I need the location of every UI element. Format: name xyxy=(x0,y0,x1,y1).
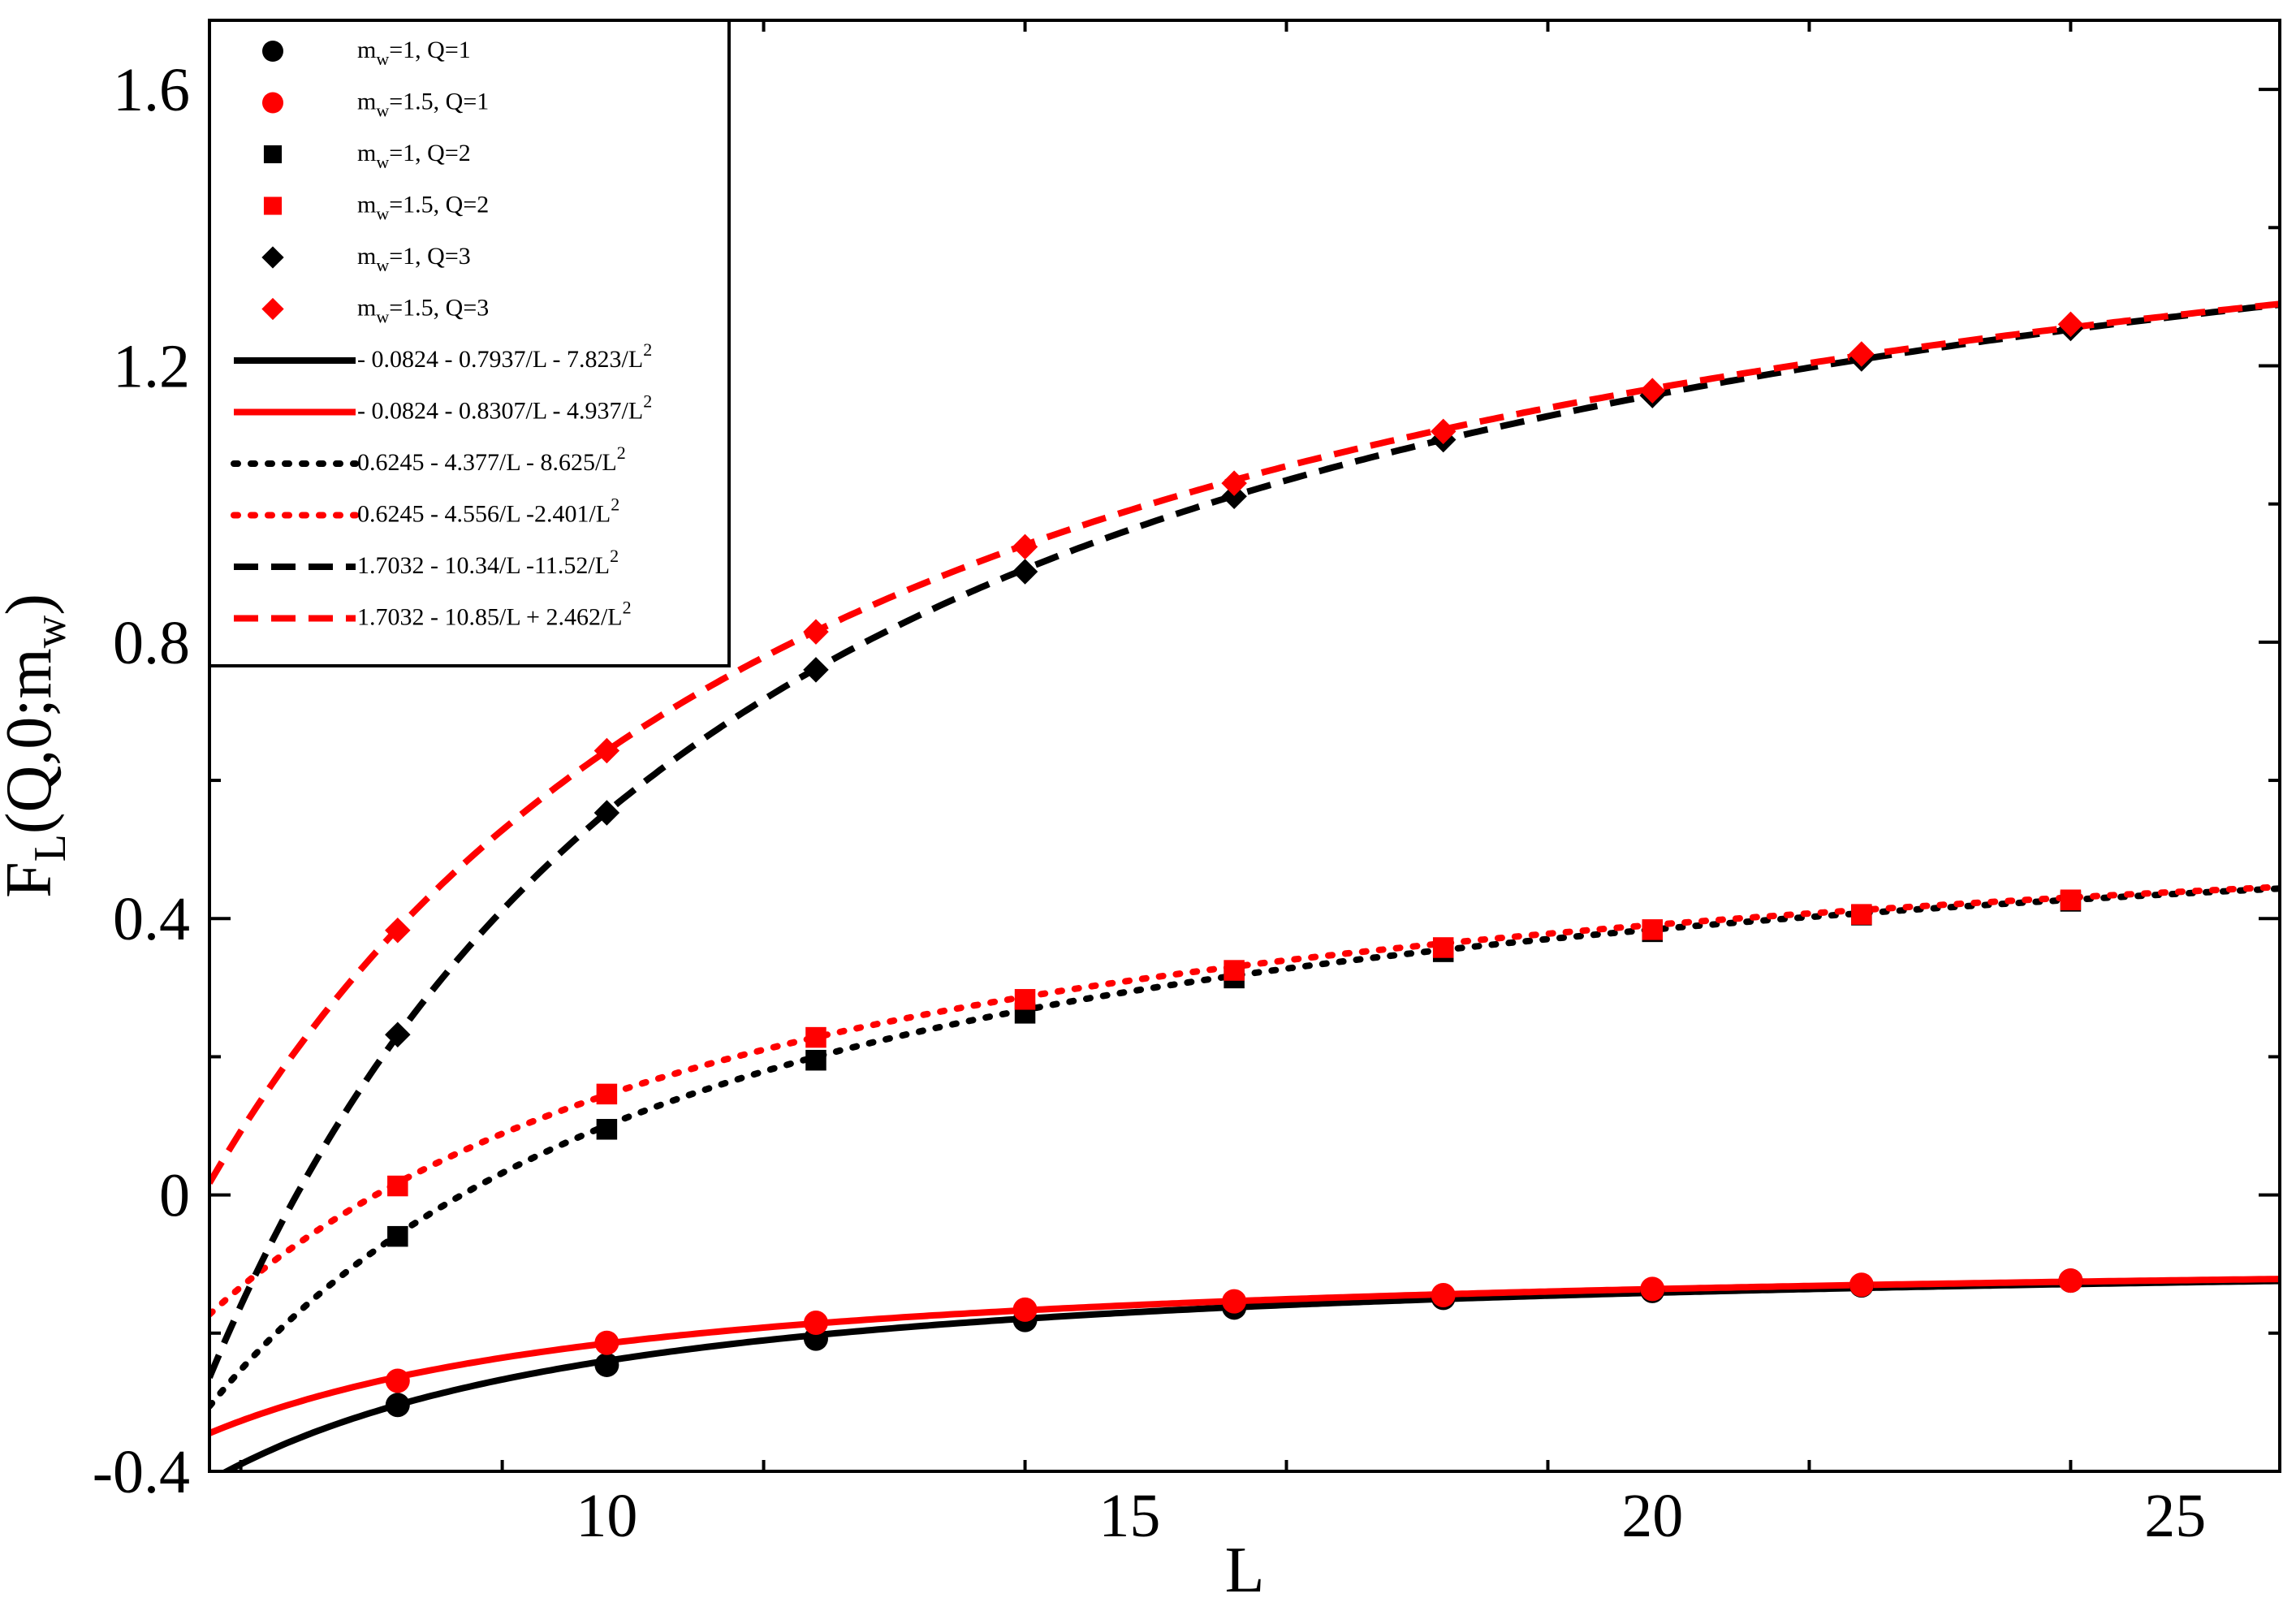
legend-label: 1.7032 - 10.34/L -11.52/L2 xyxy=(357,546,619,579)
y-axis-title: FL(Q,0;mw) xyxy=(0,594,76,898)
data-markers xyxy=(385,311,2084,1418)
legend-label: mw=1, Q=2 xyxy=(357,140,471,172)
data-point-circle xyxy=(1431,1283,1456,1308)
data-point-circle xyxy=(1012,1297,1038,1322)
legend-label: 0.6245 - 4.556/L -2.401/L2 xyxy=(357,495,619,528)
y-tick-label: 0.8 xyxy=(113,609,190,677)
data-point-diamond xyxy=(803,657,829,683)
x-tick-label: 15 xyxy=(1098,1482,1160,1550)
data-point-diamond xyxy=(261,246,284,269)
data-point-diamond xyxy=(1221,470,1247,496)
data-point-diamond xyxy=(1012,533,1038,560)
data-point-square xyxy=(2060,889,2082,911)
data-point-diamond xyxy=(1221,483,1247,510)
data-point-square xyxy=(263,145,283,164)
data-point-square xyxy=(1851,904,1872,925)
data-point-square xyxy=(387,1175,408,1197)
data-point-square xyxy=(805,1026,826,1048)
data-point-circle xyxy=(594,1352,619,1377)
x-tick-label: 20 xyxy=(1621,1482,1683,1550)
y-tick-label: 1.6 xyxy=(113,56,190,124)
x-tick-label: 10 xyxy=(576,1482,637,1550)
data-point-square xyxy=(387,1225,408,1247)
legend-label: 1.7032 - 10.85/L + 2.462/L2 xyxy=(357,598,632,631)
data-point-diamond xyxy=(1012,559,1038,585)
legend-label: mw=1.5, Q=3 xyxy=(357,295,489,327)
data-point-circle xyxy=(385,1393,410,1418)
data-point-square xyxy=(805,1049,826,1071)
data-point-diamond xyxy=(1639,378,1666,404)
data-point-square xyxy=(596,1119,618,1140)
data-point-diamond xyxy=(1849,341,1875,367)
fit-curve xyxy=(209,883,2280,1318)
data-point-circle xyxy=(594,1330,619,1355)
data-point-circle xyxy=(1222,1289,1247,1314)
data-point-square xyxy=(1432,937,1454,958)
data-point-circle xyxy=(262,41,283,62)
data-point-diamond xyxy=(261,297,284,321)
fit-curve xyxy=(209,885,2280,1410)
y-tick-label: 1.2 xyxy=(113,332,190,400)
y-tick-label: 0 xyxy=(159,1162,190,1230)
legend-label: mw=1.5, Q=2 xyxy=(357,192,489,224)
legend-label: mw=1, Q=3 xyxy=(357,243,471,275)
y-tick-label: -0.4 xyxy=(93,1438,190,1506)
data-point-diamond xyxy=(385,917,411,944)
plot-frame xyxy=(208,19,2281,1473)
tick-labels: 10 15 20 25 -0.4 0 0.4 0.8 1.2 1.6 xyxy=(93,56,2207,1550)
legend-label: mw=1, Q=1 xyxy=(357,37,471,69)
fit-curve xyxy=(209,300,2280,1185)
data-point-square xyxy=(596,1083,618,1105)
data-point-square xyxy=(1014,989,1036,1010)
data-point-circle xyxy=(262,92,283,114)
x-tick-label: 25 xyxy=(2144,1482,2206,1550)
legend-label: 0.6245 - 4.377/L - 8.625/L2 xyxy=(357,443,626,476)
data-point-diamond xyxy=(593,800,620,826)
legend-label: - 0.0824 - 0.7937/L - 7.823/L2 xyxy=(357,339,652,373)
legend-box xyxy=(208,19,731,667)
data-point-circle xyxy=(385,1368,410,1393)
data-point-diamond xyxy=(803,619,829,645)
data-point-diamond xyxy=(385,1021,411,1047)
legend-label: mw=1.5, Q=1 xyxy=(357,89,489,121)
legend-label: - 0.0824 - 0.8307/L - 4.937/L2 xyxy=(357,391,652,425)
data-point-diamond xyxy=(2057,311,2084,338)
data-point-diamond xyxy=(593,737,620,764)
data-point-circle xyxy=(803,1311,828,1336)
y-tick-label: 0.4 xyxy=(113,885,190,953)
data-point-square xyxy=(1224,960,1245,981)
data-point-circle xyxy=(1849,1272,1874,1298)
x-axis-title: L xyxy=(1225,1535,1265,1598)
data-point-square xyxy=(1642,919,1664,940)
data-point-diamond xyxy=(1430,418,1457,445)
data-point-circle xyxy=(1640,1276,1665,1302)
data-point-square xyxy=(263,197,283,215)
data-point-circle xyxy=(2058,1268,2083,1294)
legend: mw=1, Q=1 mw=1.5, Q=1 mw=1, Q=2 mw=1.5, Q=2… xyxy=(208,19,731,667)
